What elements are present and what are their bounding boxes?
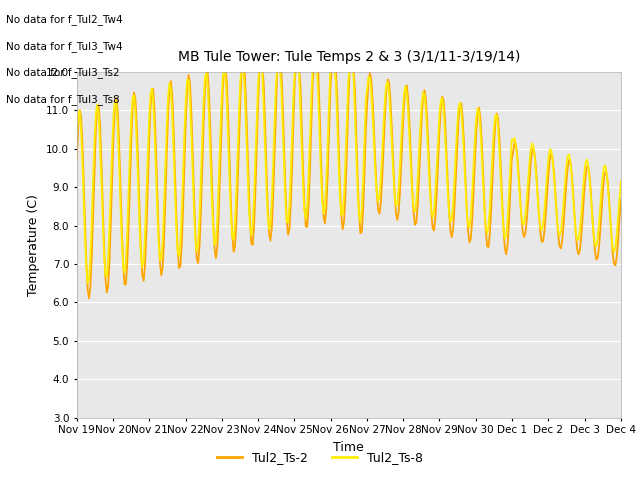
Line: Tul2_Ts-8: Tul2_Ts-8 bbox=[77, 68, 621, 283]
Tul2_Ts-2 bbox=[468, 217, 476, 223]
Text: No data for f_Tul2_Tw4: No data for f_Tul2_Tw4 bbox=[6, 14, 123, 25]
Tul2_Ts-8 bbox=[220, 65, 228, 71]
Tul2_Ts-2 bbox=[253, 144, 260, 149]
Tul2_Ts-8 bbox=[471, 135, 479, 141]
Tul2_Ts-2 bbox=[291, 73, 299, 79]
Tul2_Ts-2 bbox=[73, 157, 81, 163]
Tul2_Ts-2 bbox=[221, 65, 229, 71]
Tul2_Ts-2 bbox=[471, 158, 479, 164]
Text: No data for f_Tul3_Tw4: No data for f_Tul3_Tw4 bbox=[6, 41, 123, 52]
Tul2_Ts-8 bbox=[617, 179, 625, 184]
Tul2_Ts-8 bbox=[140, 258, 147, 264]
Tul2_Ts-2 bbox=[140, 278, 147, 284]
Tul2_Ts-2 bbox=[418, 114, 426, 120]
Y-axis label: Temperature (C): Temperature (C) bbox=[28, 194, 40, 296]
Tul2_Ts-2 bbox=[85, 296, 93, 301]
Tul2_Ts-8 bbox=[418, 100, 426, 106]
Text: No data for f_Tul3_Ts2: No data for f_Tul3_Ts2 bbox=[6, 67, 120, 78]
Legend: Tul2_Ts-2, Tul2_Ts-8: Tul2_Ts-2, Tul2_Ts-8 bbox=[212, 446, 428, 469]
Tul2_Ts-8 bbox=[73, 132, 81, 138]
Tul2_Ts-8 bbox=[84, 280, 92, 286]
Tul2_Ts-2 bbox=[617, 197, 625, 203]
Tul2_Ts-8 bbox=[291, 65, 299, 71]
Tul2_Ts-8 bbox=[253, 114, 260, 120]
Tul2_Ts-8 bbox=[468, 191, 476, 196]
X-axis label: Time: Time bbox=[333, 441, 364, 454]
Line: Tul2_Ts-2: Tul2_Ts-2 bbox=[77, 68, 621, 299]
Text: No data for f_Tul3_Ts8: No data for f_Tul3_Ts8 bbox=[6, 94, 120, 105]
Title: MB Tule Tower: Tule Temps 2 & 3 (3/1/11-3/19/14): MB Tule Tower: Tule Temps 2 & 3 (3/1/11-… bbox=[178, 50, 520, 64]
